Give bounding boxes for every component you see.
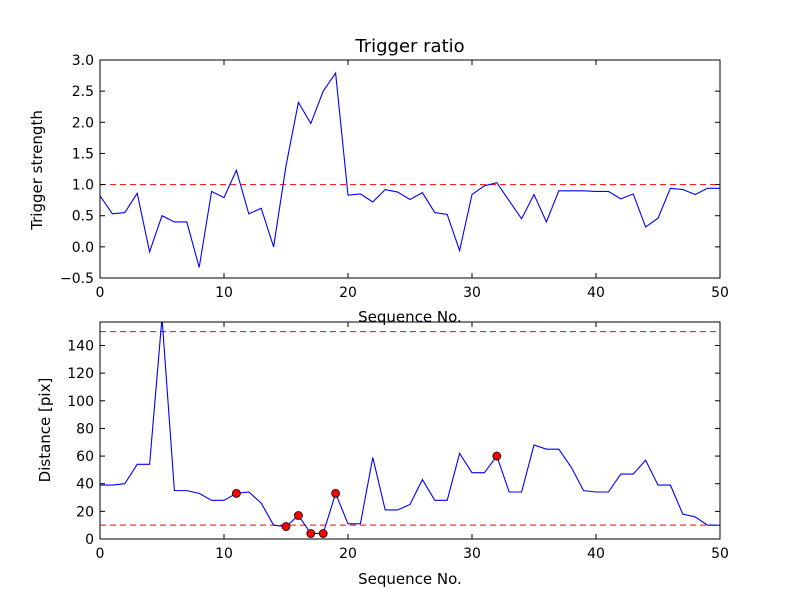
distance-ytick-label: 80: [76, 421, 94, 437]
trigger-ratio-ytick-label: 0.0: [72, 240, 94, 256]
trigger-ratio-ytick-label: −0.5: [60, 271, 94, 287]
distance-xtick-label: 50: [711, 546, 729, 562]
distance-ytick-label: 40: [76, 477, 94, 493]
trigger-ratio-xtick-label: 50: [711, 285, 729, 301]
trigger-ratio-xtick-label: 30: [463, 285, 481, 301]
trigger-ratio-xtick-label: 0: [96, 285, 105, 301]
distance-axes-frame: [99, 321, 721, 540]
distance-panel: Sequence No. Distance [pix] 0 10 20 30 40 50 0…: [36, 321, 729, 588]
trigger-ratio-panel: Trigger ratio Sequence No. Trigger stren…: [28, 36, 729, 326]
trigger-ratio-xtick-label: 40: [587, 285, 605, 301]
distance-marker-point: [231, 488, 241, 498]
trigger-ratio-xlabel: Sequence No.: [358, 308, 462, 326]
trigger-ratio-ytick-label: 2.5: [72, 84, 94, 100]
distance-ytick-label: 20: [76, 504, 94, 520]
distance-xtick-label: 0: [96, 546, 105, 562]
distance-marker-point: [293, 511, 303, 520]
trigger-ratio-title: Trigger ratio: [354, 36, 464, 57]
distance-marker-point: [492, 451, 502, 461]
trigger-ratio-axes-frame: [99, 59, 721, 279]
distance-ytick-label: 60: [76, 449, 94, 465]
distance-ylabel: Distance [pix]: [36, 378, 54, 483]
distance-ytick-label: 0: [85, 532, 94, 548]
distance-xtick-label: 30: [463, 546, 481, 562]
trigger-ratio-ylabel: Trigger strength: [28, 110, 46, 231]
distance-xtick-label: 20: [339, 546, 357, 562]
trigger-ratio-ytick-label: 0.5: [72, 209, 94, 225]
distance-plot-area: [100, 322, 720, 538]
trigger-ratio-xtick-label: 10: [215, 285, 233, 301]
distance-xtick-label: 10: [215, 546, 233, 562]
trigger-ratio-plot-area: [100, 71, 720, 268]
distance-ytick-label: 100: [67, 394, 94, 410]
trigger-ratio-ytick-label: 2.0: [72, 115, 94, 131]
distance-marker-point: [331, 488, 341, 498]
trigger-ratio-ytick-label: 1.5: [72, 146, 94, 162]
distance-marker-point: [318, 529, 328, 538]
trigger-ratio-ytick-label: 3.0: [72, 53, 94, 69]
distance-ytick-label: 120: [67, 366, 94, 382]
trigger-ratio-series-line-0: [100, 71, 720, 268]
trigger-ratio-xtick-label: 20: [339, 285, 357, 301]
trigger-ratio-ytick-label: 1.0: [72, 178, 94, 194]
distance-series-line-0: [100, 322, 720, 535]
distance-marker-point: [281, 522, 291, 531]
distance-ytick-label: 140: [67, 338, 94, 354]
distance-xlabel: Sequence No.: [358, 570, 462, 588]
distance-marker-point: [306, 529, 316, 538]
distance-xtick-label: 40: [587, 546, 605, 562]
